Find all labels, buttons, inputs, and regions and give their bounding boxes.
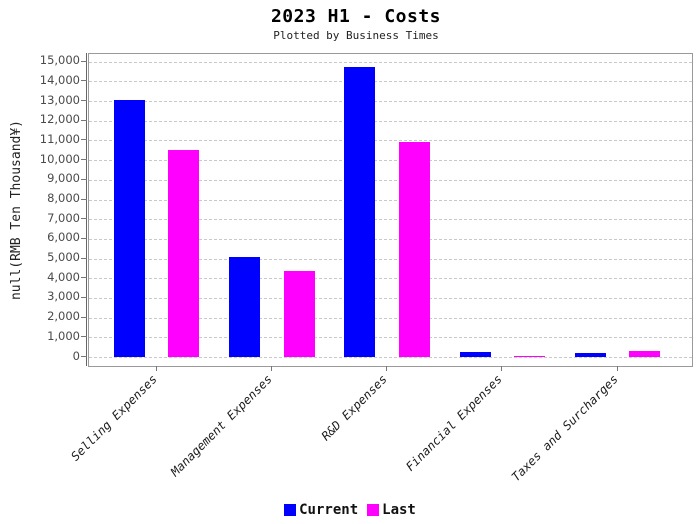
gridline-1000 (89, 337, 692, 339)
y-tick-label-15000: 15,000 (39, 53, 80, 68)
x-tick-mark-1 (271, 366, 272, 371)
x-tick-mark-3 (501, 366, 503, 371)
legend-swatch-current (284, 504, 297, 516)
bar-current-1 (229, 256, 261, 357)
gridline-4000 (89, 278, 692, 280)
y-tick-label-3000: 3,000 (47, 289, 80, 304)
legend-item-current: Current (284, 502, 358, 518)
y-tick-label-7000: 7,000 (47, 210, 80, 225)
category-label-0: Selling Expenses (68, 372, 160, 464)
chart-title: 2023 H1 - Costs (270, 6, 442, 27)
bar-last-3 (513, 355, 545, 357)
gridline-0 (89, 357, 692, 358)
y-tick-label-8000: 8,000 (47, 191, 80, 205)
y-tick-mark-5000 (81, 257, 87, 259)
legend-swatch-last (367, 504, 380, 516)
legend: Current Last (0, 501, 700, 519)
y-tick-label-13000: 13,000 (39, 92, 80, 107)
gridline-7000 (89, 219, 692, 221)
gridline-3000 (89, 297, 692, 299)
gridline-10000 (89, 160, 692, 162)
y-tick-mark-13000 (81, 100, 87, 102)
y-tick-mark-12000 (81, 119, 87, 121)
gridline-2000 (89, 317, 692, 319)
y-tick-label-5000: 5,000 (47, 250, 80, 265)
y-tick-label-9000: 9,000 (47, 171, 80, 186)
legend-label-last: Last (382, 502, 416, 518)
y-tick-mark-3000 (81, 296, 87, 298)
bar-current-2 (344, 66, 376, 357)
x-tick-mark-0 (155, 366, 157, 371)
bar-current-0 (114, 100, 145, 357)
category-label-4: Taxes and Surcharges (508, 372, 621, 485)
gridline-5000 (89, 258, 692, 260)
bar-current-4 (574, 352, 606, 357)
y-tick-mark-14000 (81, 80, 87, 82)
y-tick-mark-15000 (81, 60, 87, 62)
gridline-14000 (89, 81, 692, 83)
y-tick-label-14000: 14,000 (39, 72, 80, 87)
y-tick-mark-1000 (81, 336, 87, 338)
category-label-1: Management Expenses (167, 372, 275, 479)
legend-label-current: Current (299, 502, 359, 518)
gridline-12000 (89, 120, 692, 122)
bar-current-3 (459, 351, 491, 357)
y-tick-mark-10000 (81, 159, 87, 161)
gridline-11000 (89, 140, 692, 142)
y-tick-mark-2000 (81, 316, 87, 318)
gridline-15000 (89, 61, 692, 63)
bar-last-2 (398, 142, 430, 357)
y-tick-mark-0 (81, 356, 87, 357)
bar-last-0 (168, 150, 200, 357)
category-label-2: R&D Expenses (318, 372, 391, 444)
bar-last-1 (283, 271, 315, 357)
plot-area (88, 53, 693, 367)
y-tick-label-10000: 10,000 (39, 151, 80, 166)
y-tick-mark-6000 (81, 237, 87, 239)
y-tick-label-12000: 12,000 (39, 112, 80, 127)
y-tick-label-4000: 4,000 (47, 269, 80, 284)
x-tick-mark-4 (616, 366, 618, 371)
chart-subtitle: Plotted by Business Times (273, 29, 439, 42)
gridline-6000 (89, 238, 692, 240)
x-tick-mark-2 (386, 366, 388, 371)
y-tick-mark-9000 (81, 178, 87, 180)
y-axis-line (86, 53, 87, 366)
gridline-13000 (89, 101, 692, 103)
gridline-9000 (89, 179, 692, 181)
bar-last-4 (629, 351, 661, 357)
gridline-8000 (89, 199, 692, 201)
y-tick-label-6000: 6,000 (47, 230, 80, 245)
y-tick-mark-8000 (81, 198, 87, 200)
y-tick-label-2000: 2,000 (47, 309, 80, 324)
y-tick-label-11000: 11,000 (39, 131, 80, 146)
y-tick-mark-7000 (81, 218, 87, 220)
y-tick-mark-4000 (81, 277, 87, 279)
y-tick-label-1000: 1,000 (47, 328, 80, 343)
legend-item-last: Last (367, 502, 416, 518)
y-tick-mark-11000 (81, 139, 87, 141)
category-label-3: Financial Expenses (403, 372, 506, 474)
y-tick-label-0: 0 (72, 348, 80, 363)
